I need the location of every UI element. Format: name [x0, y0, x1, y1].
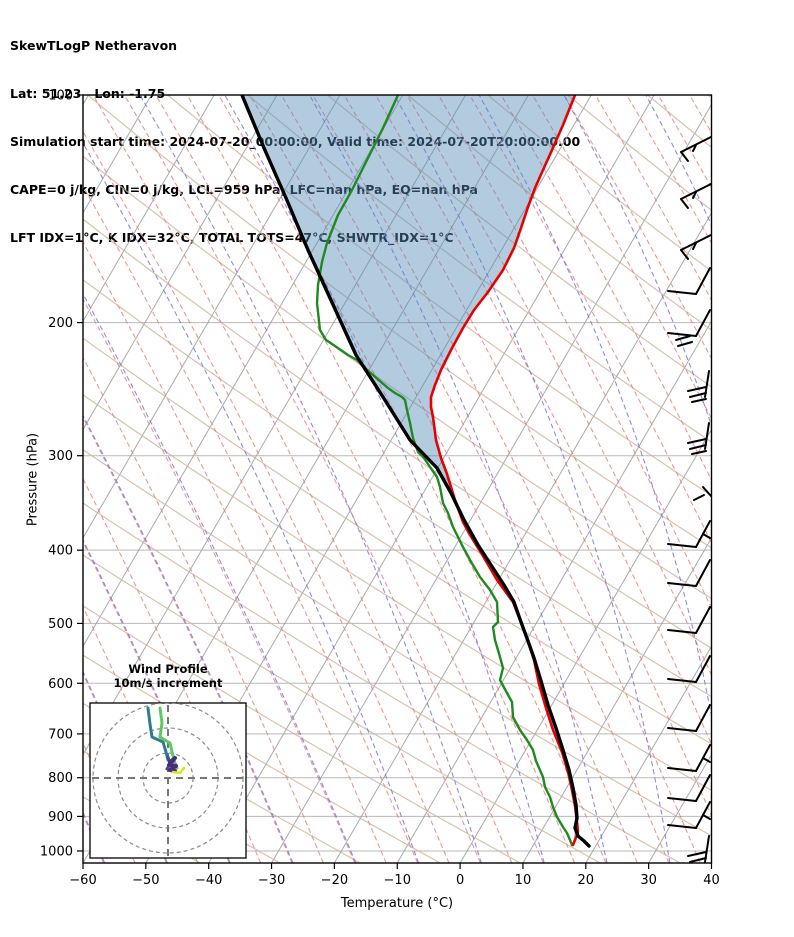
x-tick-label: 40: [703, 873, 720, 888]
y-tick-label: 700: [48, 727, 73, 742]
x-axis-label: Temperature (°C): [340, 896, 454, 911]
x-tick-label: −20: [321, 873, 348, 888]
y-tick-label: 900: [48, 810, 73, 825]
wind-barbs: [667, 136, 712, 863]
lat-lon-line: Lat: 51.23 Lon: -1.75: [10, 86, 166, 101]
x-tick-label: −50: [132, 873, 159, 888]
wind-profile-title-line1: Wind Profile: [128, 662, 208, 676]
x-tick-label: −10: [384, 873, 411, 888]
x-tick-label: 0: [456, 873, 464, 888]
x-tick-label: 10: [515, 873, 532, 888]
figure-title: SkewTLogP Netheravon: [10, 38, 178, 53]
x-tick-label: −30: [258, 873, 285, 888]
sim-time-line: Simulation start time: 2024-07-20_00:00:…: [10, 134, 580, 149]
x-tick-label: 30: [640, 873, 657, 888]
y-tick-label: 500: [48, 617, 73, 632]
wind-profile-inset-title: Wind Profile 10m/s increment: [88, 662, 248, 690]
hodograph-trace-segment: [158, 706, 179, 770]
figure-header: SkewTLogP Netheravon Lat: 51.23 Lon: -1.…: [10, 6, 580, 278]
y-tick-label: 800: [48, 771, 73, 786]
y-tick-label: 100: [48, 89, 73, 104]
axis-ticks: −60 −50 −40 −30 −20 −10 0 10 20 30 40 100 200 300 400 5…: [40, 89, 720, 889]
x-tick-label: −60: [69, 873, 96, 888]
cape-cin-line: CAPE=0 j/kg, CIN=0 j/kg, LCL=959 hPa, LF…: [10, 182, 478, 197]
y-tick-label: 200: [48, 316, 73, 331]
y-tick-label: 400: [48, 544, 73, 559]
wind-profile-title-line2: 10m/s increment: [113, 676, 223, 690]
parcel-curve: [240, 95, 591, 848]
y-tick-label: 600: [48, 677, 73, 692]
y-tick-label: 1000: [40, 845, 73, 860]
wind-profile-inset: [89, 702, 247, 859]
x-tick-label: −40: [195, 873, 222, 888]
y-axis-label: Pressure (hPa): [25, 432, 41, 527]
hodograph-trace-segment: [146, 706, 170, 762]
dewpoint-curve: [315, 95, 574, 847]
x-tick-label: 20: [578, 873, 595, 888]
y-tick-label: 300: [48, 449, 73, 464]
plot-background: [83, 95, 712, 863]
hodograph-trace-segment: [167, 756, 178, 773]
hodograph-trace-segment: [171, 766, 186, 775]
